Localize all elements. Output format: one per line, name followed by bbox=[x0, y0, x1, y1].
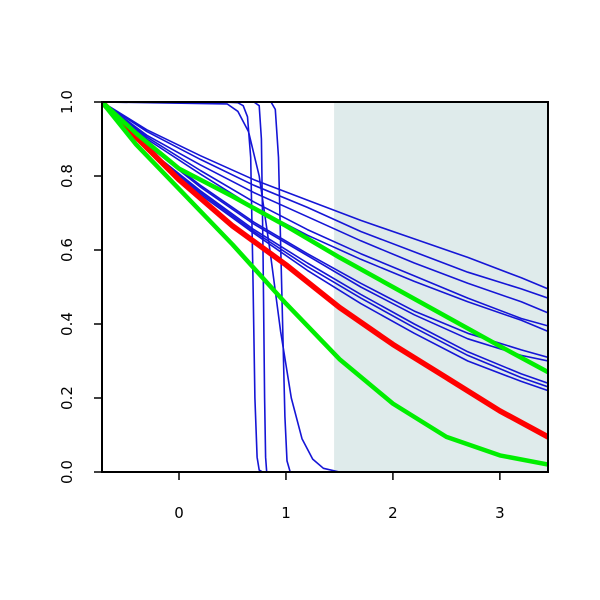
x-tick-label-1: 1 bbox=[281, 504, 291, 522]
y-tick-label-0: 0.0 bbox=[58, 460, 76, 484]
x-tick-label-0: 0 bbox=[174, 504, 184, 522]
series-line-4 bbox=[102, 102, 548, 299]
y-tick-label-4: 0.8 bbox=[58, 164, 76, 188]
series-line-1 bbox=[102, 102, 548, 333]
y-tick-label-1: 0.2 bbox=[58, 386, 76, 410]
series-line-15 bbox=[102, 102, 548, 440]
y-tick-label-2: 0.4 bbox=[58, 312, 76, 336]
series-line-16 bbox=[102, 102, 548, 375]
series-line-2 bbox=[102, 102, 548, 327]
series-line-17 bbox=[102, 102, 548, 467]
series-line-9 bbox=[102, 102, 548, 388]
series-line-3 bbox=[102, 102, 548, 314]
plot-frame bbox=[101, 101, 549, 473]
y-tick-label-3: 0.6 bbox=[58, 238, 76, 262]
axes-layer: 0 1 2 3 0.0 0.2 0.4 0.6 0.8 1.0 bbox=[58, 90, 549, 522]
x-tick-label-2: 2 bbox=[388, 504, 398, 522]
series-layer bbox=[102, 102, 548, 472]
x-tick-label-3: 3 bbox=[495, 504, 505, 522]
series-line-5 bbox=[102, 102, 548, 290]
y-tick-label-5: 1.0 bbox=[58, 90, 76, 114]
